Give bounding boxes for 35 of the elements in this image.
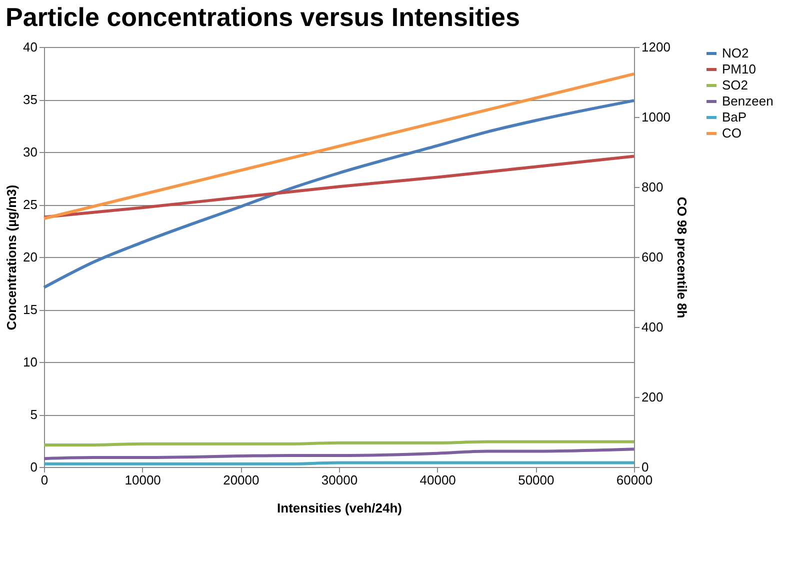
x-tick-label: 0 [40, 472, 48, 488]
y2-tick-label: 200 [642, 390, 664, 404]
chart-title: Particle concentrations versus Intensities [6, 2, 520, 32]
legend-label: NO2 [722, 46, 749, 60]
y-tick-label: 10 [23, 354, 38, 370]
y2-tick-label: 800 [642, 180, 664, 194]
y-axis-title: Concentrations (µg/m3) [4, 184, 20, 330]
legend-label: Benzeen [722, 94, 774, 108]
x-tick-label: 30000 [321, 472, 358, 488]
y2-tick-label: 600 [642, 250, 664, 264]
line-series [42, 448, 636, 460]
x-tick-label: 10000 [124, 472, 161, 488]
y-tick-label: 30 [23, 144, 38, 160]
x-axis-title: Intensities (veh/24h) [277, 500, 402, 516]
x-tick-label: 60000 [616, 472, 653, 488]
y-tick-label: 25 [23, 197, 38, 212]
y2-tick-label: 1200 [642, 40, 670, 54]
legend-label: PM10 [722, 62, 756, 76]
y-tick-label: 0 [30, 460, 38, 474]
x-tick-label: 20000 [223, 472, 260, 488]
x-tick-label: 40000 [420, 472, 456, 488]
y2-tick-label: 1000 [642, 110, 670, 124]
y2-tick-label: 0 [642, 460, 649, 474]
legend-label: SO2 [722, 78, 748, 92]
y-tick-label: 20 [23, 250, 38, 264]
legend-label: CO [722, 126, 742, 140]
y-tick-label: 40 [23, 40, 38, 54]
y-tick-label: 35 [23, 92, 38, 107]
line-series [42, 154, 636, 219]
x-tick-label: 50000 [518, 472, 554, 488]
y-tick-label: 15 [23, 302, 38, 317]
y2-tick-label: 400 [642, 320, 664, 334]
y2-axis-title: CO 98 precentile 8h [674, 196, 690, 318]
y-tick-label: 5 [30, 407, 38, 422]
legend-label: BaP [722, 110, 747, 124]
